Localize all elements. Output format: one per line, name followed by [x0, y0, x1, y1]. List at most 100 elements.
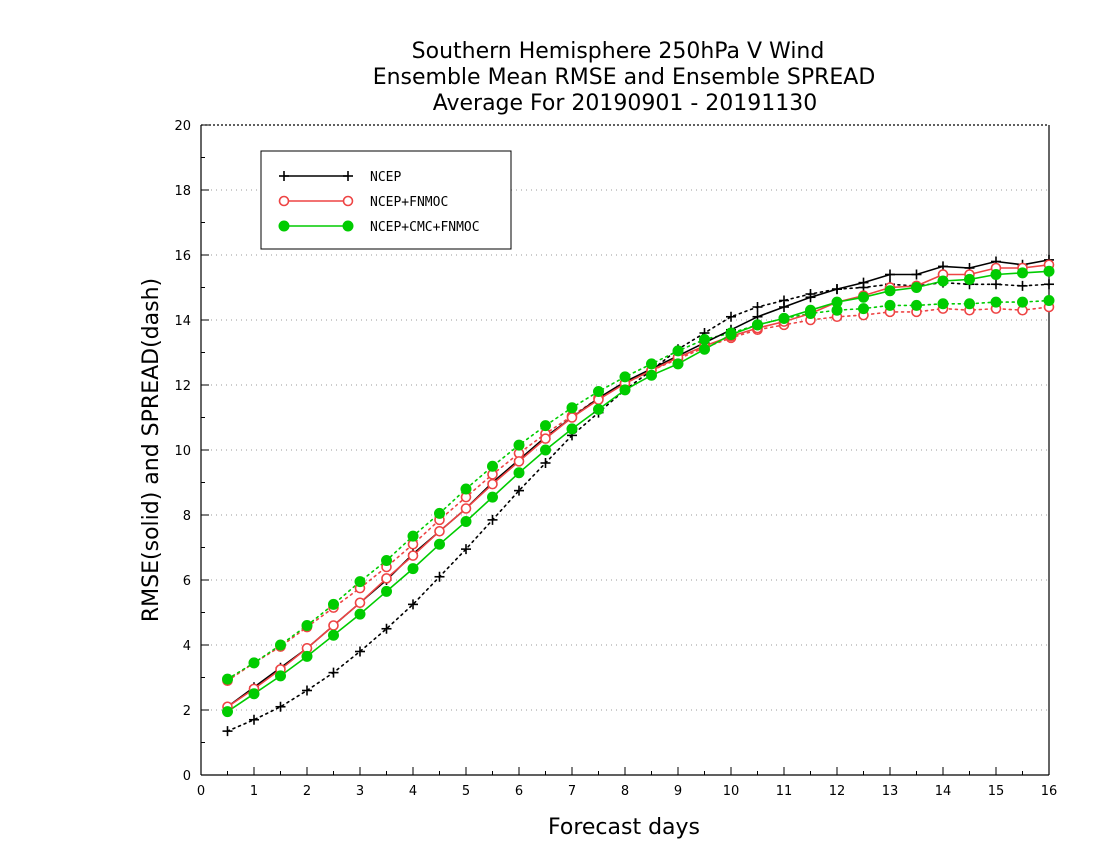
y-tick-label: 18 [174, 184, 191, 199]
data-point-spread-ncep-cmc-fnmoc [1043, 295, 1055, 306]
data-point-spread-ncep-cmc-fnmoc [858, 303, 869, 315]
x-tick-label: 6 [515, 784, 523, 799]
data-point-spread-ncep-cmc-fnmoc [460, 483, 472, 495]
legend-box [260, 150, 512, 250]
data-point-spread-ncep-cmc-fnmoc [407, 530, 419, 542]
data-point-rmse-ncep-cmc-fnmoc [778, 312, 790, 324]
legend: NCEP NCEP+FNMOC NCEP+CMC+FNMOC [260, 150, 512, 250]
data-point-spread-ncep-cmc-fnmoc [487, 460, 498, 472]
data-point-rmse-ncep-cmc-fnmoc [646, 369, 657, 381]
data-point-rmse-ncep-fnmoc [381, 573, 392, 584]
data-point-rmse-ncep-cmc-fnmoc [434, 538, 445, 550]
x-tick-label: 13 [882, 784, 899, 799]
data-point-spread-ncep [752, 302, 763, 312]
legend-label: NCEP+CMC+FNMOC [370, 220, 480, 235]
data-point-spread-ncep-cmc-fnmoc [672, 345, 684, 357]
data-point-rmse-ncep [885, 269, 895, 280]
data-point-spread-ncep [514, 485, 524, 496]
data-point-spread-ncep-cmc-fnmoc [354, 576, 366, 588]
chart-title-line-1: Southern Hemisphere 250hPa V Wind [412, 39, 825, 64]
data-point-spread-ncep-cmc-fnmoc [699, 334, 710, 345]
data-point-rmse-ncep-cmc-fnmoc [725, 329, 737, 341]
data-point-spread-ncep-cmc-fnmoc [540, 420, 551, 432]
data-point-rmse-ncep-cmc-fnmoc [1043, 265, 1055, 277]
series-line-rmse-ncep-cmc-fnmoc [227, 270, 1050, 713]
data-point-rmse-ncep-cmc-fnmoc [672, 358, 684, 370]
data-point-rmse-ncep [805, 292, 816, 303]
chart-title-line-3: Average For 20190901 - 20191130 [433, 91, 818, 116]
data-point-rmse-ncep-cmc-fnmoc [964, 273, 975, 285]
data-point-rmse-ncep-fnmoc [407, 550, 419, 561]
data-point-rmse-ncep-cmc-fnmoc [540, 444, 551, 456]
x-tick-label: 5 [462, 784, 470, 799]
data-point-rmse-ncep-cmc-fnmoc [487, 491, 498, 503]
data-point-spread-ncep-cmc-fnmoc [301, 620, 313, 631]
y-tick-label: 14 [174, 314, 191, 329]
x-tick-label: 7 [568, 784, 576, 799]
data-point-rmse-ncep-cmc-fnmoc [593, 403, 604, 415]
y-axis: 0 2 4 6 8 10 12 14 16 18 20 [174, 119, 209, 784]
y-tick-label: 4 [183, 639, 191, 654]
data-point-rmse-ncep-cmc-fnmoc [328, 629, 339, 641]
data-point-spread-ncep [487, 514, 498, 525]
data-point-spread-ncep-cmc-fnmoc [937, 298, 949, 310]
legend-label: NCEP+FNMOC [370, 195, 448, 210]
y-tick-label: 0 [183, 769, 191, 784]
series-group [222, 254, 1055, 737]
data-point-rmse-ncep-cmc-fnmoc [275, 670, 286, 682]
data-point-rmse-ncep-fnmoc [487, 478, 498, 490]
data-point-spread-ncep [328, 667, 339, 678]
y-tick-label: 8 [183, 509, 191, 524]
y-axis-label: RMSE(solid) and SPREAD(dash) [139, 278, 164, 622]
data-point-spread-ncep [461, 544, 471, 555]
series-line-rmse-ncep-fnmoc [227, 264, 1050, 708]
series-line-spread-ncep [226, 281, 1050, 732]
data-point-spread-ncep-cmc-fnmoc [275, 639, 286, 651]
data-point-spread-ncep-cmc-fnmoc [566, 402, 578, 414]
data-point-rmse-ncep-cmc-fnmoc [884, 285, 896, 297]
data-point-rmse-ncep-cmc-fnmoc [752, 319, 763, 331]
data-point-spread-ncep [434, 571, 445, 582]
data-point-rmse-ncep-cmc-fnmoc [805, 304, 816, 316]
data-point-rmse-ncep-fnmoc [566, 412, 578, 423]
x-tick-label: 11 [776, 784, 793, 799]
data-point-spread-ncep [381, 623, 392, 634]
y-tick-label: 2 [183, 704, 191, 719]
data-point-spread-ncep-cmc-fnmoc [964, 298, 975, 310]
data-point-rmse-ncep-cmc-fnmoc [937, 275, 949, 287]
x-tick-label: 10 [723, 784, 740, 799]
data-point-rmse-ncep [779, 302, 789, 312]
x-tick-label: 3 [356, 784, 364, 799]
series-line-spread-ncep-fnmoc [226, 306, 1050, 682]
data-point-spread-ncep-cmc-fnmoc [248, 657, 260, 669]
data-point-spread-ncep [249, 714, 259, 725]
data-point-rmse-ncep-fnmoc [513, 456, 525, 467]
data-point-spread-ncep [302, 685, 312, 696]
x-tick-label: 8 [621, 784, 629, 799]
legend-marker [343, 171, 353, 181]
data-point-spread-ncep [355, 646, 365, 657]
data-point-spread-ncep-cmc-fnmoc [593, 386, 604, 397]
x-axis-label: Forecast days [548, 815, 700, 840]
y-tick-label: 10 [174, 444, 191, 459]
data-point-rmse-ncep-cmc-fnmoc [566, 423, 578, 435]
data-point-rmse-ncep-cmc-fnmoc [911, 282, 922, 293]
data-point-rmse-ncep-cmc-fnmoc [619, 384, 631, 396]
data-point-rmse-ncep-cmc-fnmoc [699, 343, 710, 355]
data-point-spread-ncep [540, 458, 551, 468]
data-point-spread-ncep-cmc-fnmoc [328, 598, 339, 610]
data-point-rmse-ncep-cmc-fnmoc [513, 467, 525, 479]
x-tick-label: 0 [197, 784, 205, 799]
gridlines [201, 189, 1049, 711]
data-point-spread-ncep [408, 599, 418, 610]
x-tick-label: 14 [935, 784, 952, 799]
data-point-spread-ncep [222, 726, 233, 737]
data-point-spread-ncep [726, 311, 736, 322]
x-tick-label: 12 [829, 784, 846, 799]
data-point-rmse-ncep-cmc-fnmoc [381, 585, 392, 597]
data-point-spread-ncep-cmc-fnmoc [381, 555, 392, 566]
data-point-rmse-ncep-cmc-fnmoc [831, 296, 843, 308]
data-point-spread-ncep [1044, 279, 1054, 290]
data-point-rmse-ncep-fnmoc [328, 620, 339, 631]
